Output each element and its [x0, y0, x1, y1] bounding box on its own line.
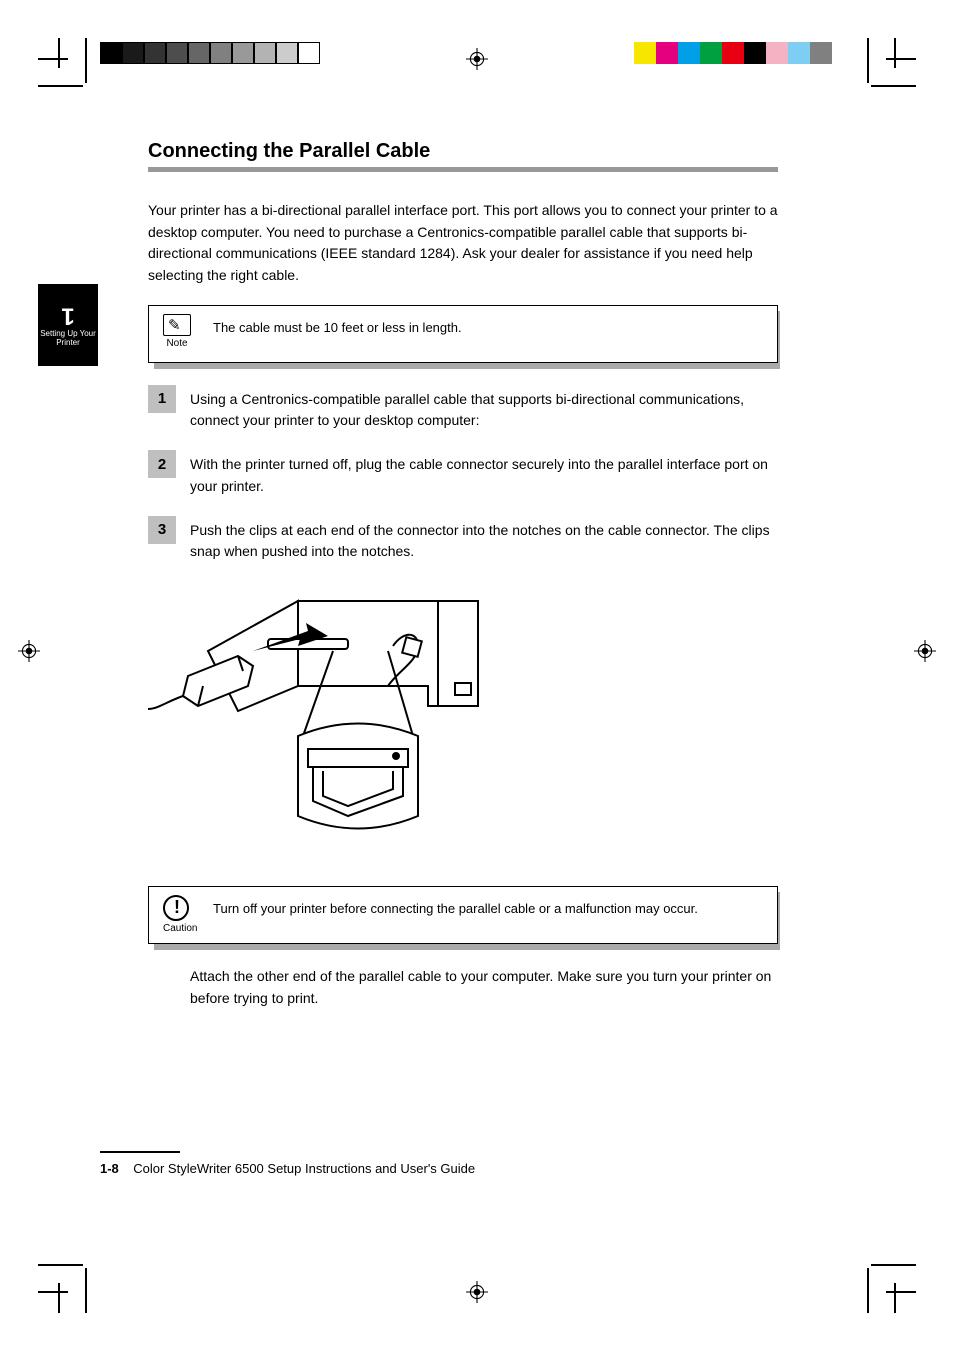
crop-mark [38, 1291, 68, 1293]
crop-mark [85, 38, 87, 83]
note-label: Note [166, 338, 187, 349]
post-caution-text: Attach the other end of the parallel cab… [190, 966, 778, 1009]
crop-mark [38, 58, 68, 60]
page-footer: 1-8 Color StyleWriter 6500 Setup Instruc… [100, 1161, 860, 1176]
crop-mark [886, 58, 916, 60]
page-number: 1-8 [100, 1161, 119, 1176]
step: 1 Using a Centronics-compatible parallel … [148, 385, 778, 432]
caution-text: Turn off your printer before connecting … [213, 899, 761, 919]
chapter-number: 1 [40, 302, 96, 328]
section-title: Connecting the Parallel Cable [148, 140, 778, 163]
crop-mark [867, 1268, 869, 1313]
caution-icon: Caution [163, 895, 197, 934]
crop-mark [58, 38, 60, 68]
step: 2 With the printer turned off, plug the c… [148, 450, 778, 497]
caution-label: Caution [163, 923, 197, 934]
note-text: The cable must be 10 feet or less in len… [213, 318, 761, 338]
chapter-side-tab: 1 Setting Up Your Printer [38, 284, 98, 366]
note-icon: Note [163, 314, 191, 349]
step-text: Using a Centronics-compatible parallel c… [190, 385, 778, 432]
registration-mark-icon [466, 48, 488, 70]
crop-mark [38, 1264, 83, 1266]
crop-mark [894, 38, 896, 68]
crop-mark [58, 1283, 60, 1313]
section-rule [148, 167, 778, 172]
crop-mark [894, 1283, 896, 1313]
chapter-label: Setting Up Your Printer [40, 330, 96, 348]
step-text: With the printer turned off, plug the ca… [190, 450, 778, 497]
crop-mark [886, 1291, 916, 1293]
crop-mark [85, 1268, 87, 1313]
step-number: 2 [148, 450, 176, 478]
note-callout: Note The cable must be 10 feet or less i… [148, 305, 778, 363]
steps-list: 1 Using a Centronics-compatible parallel … [148, 385, 778, 563]
crop-mark [871, 85, 916, 87]
step: 3 Push the clips at each end of the conne… [148, 516, 778, 563]
registration-mark-icon [18, 640, 40, 662]
caution-callout: Caution Turn off your printer before con… [148, 886, 778, 944]
crop-mark [871, 1264, 916, 1266]
page-content: Connecting the Parallel Cable Your print… [148, 140, 778, 1027]
section-intro: Your printer has a bi-directional parall… [148, 200, 778, 287]
color-calibration-strip [634, 42, 854, 64]
step-number: 1 [148, 385, 176, 413]
step-text: Push the clips at each end of the connec… [190, 516, 778, 563]
step-number: 3 [148, 516, 176, 544]
crop-mark [867, 38, 869, 83]
crop-mark [38, 85, 83, 87]
parallel-cable-figure [148, 591, 508, 851]
book-title: Color StyleWriter 6500 Setup Instruction… [133, 1161, 475, 1176]
grayscale-calibration-strip [100, 42, 320, 64]
registration-mark-icon [914, 640, 936, 662]
registration-mark-icon [466, 1281, 488, 1303]
